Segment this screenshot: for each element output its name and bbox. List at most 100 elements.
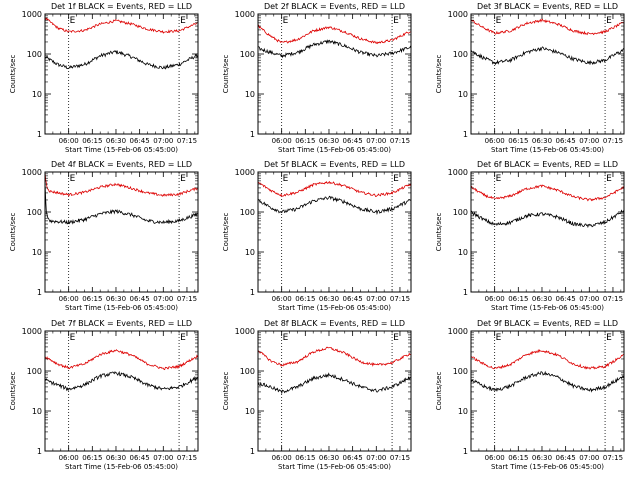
marker-e-label: E: [393, 333, 399, 343]
y-tick-label: 1000: [448, 168, 468, 177]
y-tick-label: 1: [250, 447, 255, 456]
panel-title: Det 3f BLACK = Events, RED = LLD: [477, 2, 618, 11]
x-tick-label: 06:15: [295, 137, 315, 145]
x-tick-label: 06:00: [485, 137, 505, 145]
x-tick-label: 06:30: [532, 137, 552, 145]
marker-e-label: E: [283, 174, 289, 184]
detector-panel-5: Det 5f BLACK = Events, RED = LLD E E 1 10 100…: [222, 160, 412, 312]
series-line-lld: [44, 17, 198, 34]
series-line-events: [470, 370, 624, 393]
y-tick-label: 1000: [448, 10, 468, 19]
y-axis-label: Counts/sec: [9, 55, 17, 94]
x-tick-label: 06:30: [319, 137, 339, 145]
detector-panel-1: Det 1f BLACK = Events, RED = LLD E E 1 10 100…: [9, 2, 199, 154]
series-line-lld: [44, 349, 198, 371]
y-tick-label: 10: [458, 248, 468, 257]
x-tick-label: 07:15: [390, 454, 410, 462]
y-tick-label: 1: [463, 130, 468, 139]
x-axis-label: Start Time (15-Feb-06 05:45:00): [278, 304, 391, 312]
series-line-events: [470, 209, 624, 229]
y-tick-label: 1000: [448, 327, 468, 336]
series-line-lld: [257, 180, 411, 197]
detector-panel-3: Det 3f BLACK = Events, RED = LLD E E 1 10 100…: [435, 2, 625, 154]
plot-frame: [44, 330, 199, 452]
x-tick-label: 07:15: [603, 137, 623, 145]
x-tick-label: 06:30: [319, 295, 339, 303]
y-tick-label: 10: [245, 248, 255, 257]
x-tick-label: 06:15: [508, 454, 528, 462]
series-line-events: [257, 372, 411, 395]
x-tick-label: 06:15: [295, 295, 315, 303]
y-tick-label: 1: [463, 288, 468, 297]
x-tick-label: 06:00: [272, 454, 292, 462]
y-tick-label: 1000: [22, 327, 42, 336]
marker-e-label: E: [180, 16, 186, 26]
y-tick-label: 100: [453, 367, 468, 376]
panel-title: Det 7f BLACK = Events, RED = LLD: [51, 319, 192, 328]
marker-e-label: E: [393, 174, 399, 184]
y-tick-label: 1000: [235, 327, 255, 336]
plot-frame: [470, 171, 625, 293]
panel-title: Det 5f BLACK = Events, RED = LLD: [264, 160, 405, 169]
x-tick-label: 06:15: [295, 454, 315, 462]
x-tick-label: 07:00: [366, 295, 386, 303]
x-axis-label: Start Time (15-Feb-06 05:45:00): [65, 146, 178, 154]
panel-title: Det 9f BLACK = Events, RED = LLD: [477, 319, 618, 328]
series-line-lld: [470, 184, 624, 202]
y-tick-label: 1000: [235, 168, 255, 177]
marker-e-label: E: [606, 333, 612, 343]
detector-panel-8: Det 8f BLACK = Events, RED = LLD E E 1 10 100…: [222, 319, 412, 471]
y-tick-label: 100: [453, 50, 468, 59]
x-tick-label: 06:15: [508, 295, 528, 303]
y-axis-label: Counts/sec: [9, 213, 17, 252]
x-tick-label: 06:45: [130, 295, 150, 303]
x-tick-label: 07:15: [177, 454, 197, 462]
x-axis-label: Start Time (15-Feb-06 05:45:00): [278, 463, 391, 471]
series-line-events: [44, 181, 198, 225]
x-tick-label: 06:30: [106, 295, 126, 303]
x-tick-label: 06:45: [130, 137, 150, 145]
y-tick-label: 1: [463, 447, 468, 456]
y-tick-label: 1: [250, 130, 255, 139]
y-tick-label: 100: [240, 367, 255, 376]
series-line-lld: [44, 172, 198, 197]
x-tick-label: 06:15: [82, 454, 102, 462]
x-axis-label: Start Time (15-Feb-06 05:45:00): [65, 463, 178, 471]
panel-title: Det 1f BLACK = Events, RED = LLD: [51, 2, 192, 11]
x-tick-label: 06:45: [130, 454, 150, 462]
series-line-events: [258, 39, 411, 59]
plot-frame: [257, 13, 412, 135]
marker-e-label: E: [70, 333, 76, 343]
x-tick-label: 07:00: [366, 137, 386, 145]
series-line-events: [44, 370, 198, 392]
y-tick-label: 1: [250, 288, 255, 297]
x-tick-label: 06:00: [485, 295, 505, 303]
x-tick-label: 06:30: [319, 454, 339, 462]
marker-e-label: E: [496, 174, 502, 184]
series-line-lld: [257, 346, 411, 367]
x-tick-label: 07:15: [177, 295, 197, 303]
x-tick-label: 06:00: [485, 454, 505, 462]
x-tick-label: 06:15: [508, 137, 528, 145]
panel-title: Det 2f BLACK = Events, RED = LLD: [264, 2, 405, 11]
x-tick-label: 06:30: [106, 137, 126, 145]
marker-e-label: E: [496, 333, 502, 343]
y-tick-label: 1: [37, 447, 42, 456]
x-tick-label: 06:15: [82, 295, 102, 303]
y-tick-label: 100: [453, 208, 468, 217]
y-axis-label: Counts/sec: [9, 372, 17, 411]
panel-title: Det 4f BLACK = Events, RED = LLD: [51, 160, 192, 169]
x-tick-label: 06:45: [556, 454, 576, 462]
marker-e-label: E: [283, 16, 289, 26]
x-tick-label: 07:15: [390, 137, 410, 145]
x-tick-label: 06:45: [556, 295, 576, 303]
y-tick-label: 100: [27, 50, 42, 59]
detector-panel-7: Det 7f BLACK = Events, RED = LLD E E 1 10 100…: [9, 319, 199, 471]
x-tick-label: 06:00: [272, 295, 292, 303]
panel-title: Det 8f BLACK = Events, RED = LLD: [264, 319, 405, 328]
y-tick-label: 1: [37, 288, 42, 297]
y-axis-label: Counts/sec: [435, 213, 443, 252]
series-line-events: [257, 195, 411, 216]
x-tick-label: 07:00: [579, 454, 599, 462]
